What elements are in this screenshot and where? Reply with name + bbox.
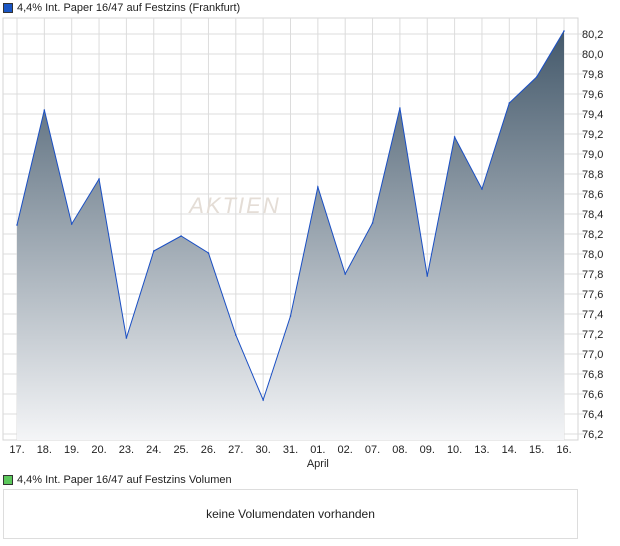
- data-point: [317, 186, 319, 188]
- y-tick-label: 77,2: [582, 329, 603, 341]
- data-point: [70, 223, 73, 225]
- price-legend: 4,4% Int. Paper 16/47 auf Festzins (Fran…: [3, 2, 240, 14]
- y-tick-label: 76,8: [582, 369, 603, 381]
- x-tick-label: 18.: [37, 444, 52, 456]
- x-tick-label: 27.: [228, 444, 243, 456]
- x-tick-label: 08.: [392, 444, 407, 456]
- price-legend-label: 4,4% Int. Paper 16/47 auf Festzins (Fran…: [17, 2, 241, 14]
- watermark-logo: AKTIEN: [187, 193, 280, 218]
- y-tick-label: 79,4: [582, 109, 603, 121]
- data-point: [125, 337, 128, 339]
- x-tick-label: 16.: [556, 444, 571, 456]
- data-point: [262, 399, 264, 401]
- y-tick-label: 80,2: [582, 29, 603, 41]
- x-tick-label: 15.: [529, 444, 544, 456]
- y-tick-label: 77,6: [582, 289, 603, 301]
- x-tick-label: 31.: [283, 444, 298, 456]
- x-tick-label: 07.: [365, 444, 380, 456]
- data-point: [16, 224, 18, 226]
- x-tick-label: 14.: [502, 444, 517, 456]
- y-tick-label: 80,0: [582, 49, 603, 61]
- data-point: [426, 275, 429, 277]
- data-point: [535, 76, 538, 78]
- y-tick-label: 79,8: [582, 69, 603, 81]
- y-tick-label: 78,0: [582, 249, 603, 261]
- data-point: [508, 102, 511, 104]
- data-point: [98, 178, 100, 180]
- price-area: [17, 31, 564, 440]
- y-tick-label: 76,6: [582, 389, 603, 401]
- x-tick-label: 02.: [338, 444, 353, 456]
- data-point: [399, 107, 401, 109]
- y-tick-label: 78,6: [582, 189, 603, 201]
- y-tick-label: 76,4: [582, 409, 603, 421]
- data-point: [453, 136, 456, 138]
- x-tick-label: 25.: [173, 444, 188, 456]
- data-point: [344, 273, 347, 275]
- data-point: [371, 222, 374, 224]
- data-point: [180, 235, 182, 237]
- x-tick-label: 20.: [91, 444, 106, 456]
- x-tick-label: 09.: [420, 444, 435, 456]
- x-tick-label: 13.: [474, 444, 489, 456]
- x-tick-label: 24.: [146, 444, 161, 456]
- x-tick-label: 10.: [447, 444, 462, 456]
- y-tick-label: 78,4: [582, 209, 603, 221]
- x-tick-label: 19.: [64, 444, 79, 456]
- data-point: [207, 252, 210, 254]
- x-tick-label: 23.: [119, 444, 134, 456]
- data-point: [235, 334, 237, 336]
- y-tick-label: 79,6: [582, 89, 603, 101]
- volume-legend-label: 4,4% Int. Paper 16/47 auf Festzins Volum…: [17, 474, 232, 486]
- y-tick-label: 78,2: [582, 229, 603, 241]
- y-tick-label: 79,0: [582, 149, 603, 161]
- y-tick-label: 77,0: [582, 349, 603, 361]
- data-point: [43, 109, 46, 111]
- volume-legend: 4,4% Int. Paper 16/47 auf Festzins Volum…: [3, 474, 232, 486]
- x-tick-label: 01.: [310, 444, 325, 456]
- price-chart: 76,2 76,4 76,6 76,8 77,0 77,2 77,4 77,6 77,8 78,0…: [2, 17, 603, 470]
- y-tick-label: 76,2: [582, 429, 603, 441]
- data-point: [289, 315, 292, 317]
- y-tick-label: 77,8: [582, 269, 603, 281]
- x-tick-label: 26.: [201, 444, 216, 456]
- no-volume-message: keine Volumendaten vorhanden: [206, 507, 375, 521]
- data-point: [152, 250, 155, 252]
- y-tick-label: 78,8: [582, 169, 603, 181]
- y-tick-label: 77,4: [582, 309, 603, 321]
- x-tick-label: 17.: [9, 444, 24, 456]
- x-tick-label: 30.: [256, 444, 271, 456]
- data-point: [481, 188, 483, 190]
- volume-chart: keine Volumendaten vorhanden: [3, 489, 578, 539]
- price-legend-swatch: [3, 3, 13, 13]
- x-month-label: April: [307, 458, 329, 470]
- data-point: [563, 30, 565, 32]
- y-tick-label: 79,2: [582, 129, 603, 141]
- volume-legend-swatch: [3, 475, 13, 485]
